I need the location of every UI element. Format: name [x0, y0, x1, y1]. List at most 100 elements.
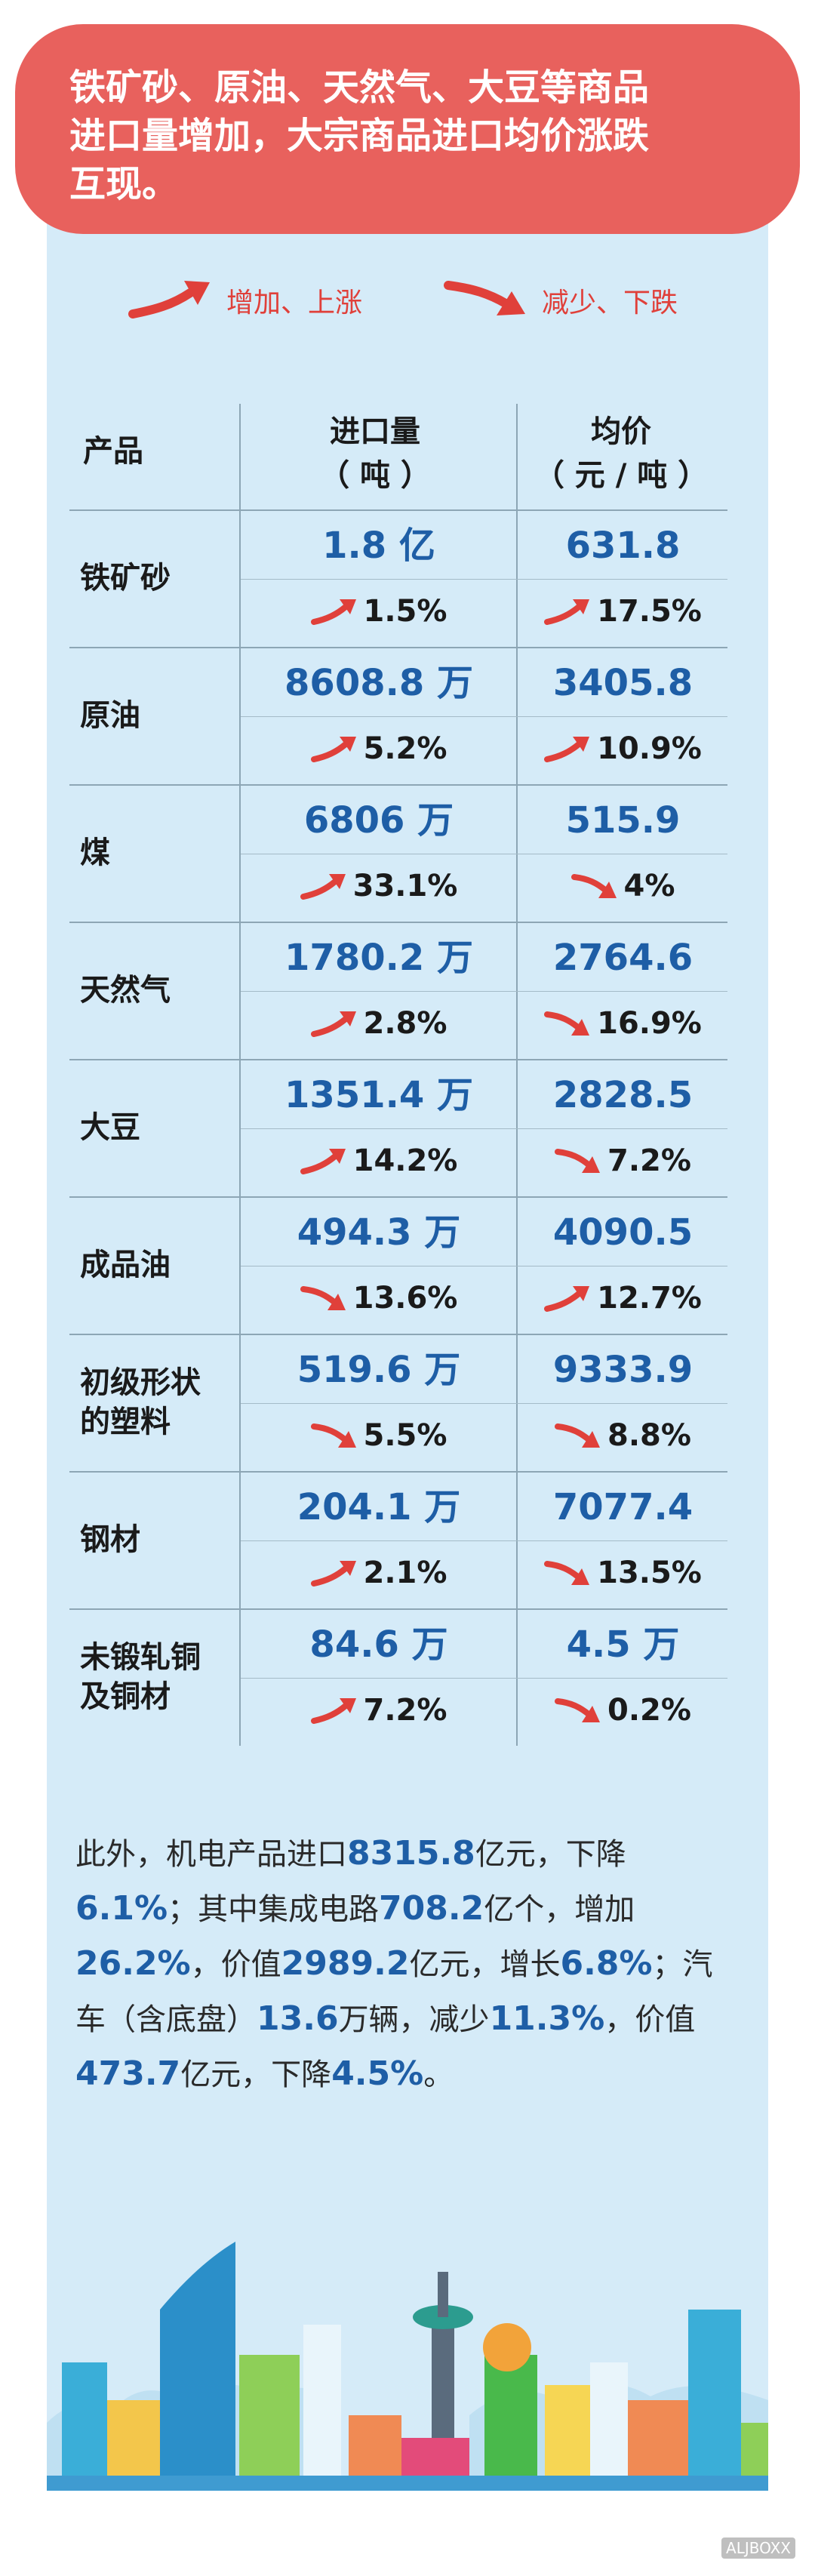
paragraph-text: ；汽车（含底盘）	[75, 1947, 713, 2037]
table-header: 产品 进口量 （ 吨 ） 均价 （ 元 / 吨 ）	[69, 404, 727, 509]
table-row: 大豆 1351.4 万 2828.5 14.2% 7.2%	[69, 1059, 727, 1196]
highlight-number: 8315.8	[347, 1834, 475, 1873]
paragraph-text: ，价值	[190, 1947, 281, 1982]
import-quantity: 519.6 万	[297, 1349, 461, 1391]
import-quantity: 1351.4 万	[284, 1074, 473, 1116]
col-header-price-title: 均价	[591, 414, 651, 449]
quantity-change: 1.5%	[239, 585, 518, 638]
col-header-quantity-unit: （ 吨 ）	[319, 458, 431, 493]
arrow-up-right-icon	[310, 1561, 356, 1587]
arrow-down-right-icon	[555, 1149, 601, 1173]
product-name: 铁矿砂	[80, 509, 171, 647]
grid-line	[241, 1540, 727, 1541]
paragraph-text: ，价值	[604, 2002, 696, 2037]
grid-line	[69, 1334, 727, 1335]
col-header-price-unit: （ 元 / 吨 ）	[534, 458, 709, 493]
price-change-value: 7.2%	[607, 1143, 691, 1178]
arrow-down-right-icon	[544, 1561, 590, 1585]
price-change: 10.9%	[518, 722, 727, 775]
price-change: 7.2%	[518, 1134, 727, 1187]
grid-line	[241, 1678, 727, 1679]
grid-line	[69, 922, 727, 923]
product-name: 成品油	[80, 1196, 171, 1334]
product-name: 未锻轧铜 及铜材	[80, 1608, 201, 1746]
highlight-number: 26.2%	[75, 1944, 191, 1983]
highlight-number: 13.6	[257, 1999, 339, 2038]
arrow-up-right-icon	[310, 1698, 356, 1724]
table-row: 成品油 494.3 万 4090.5 13.6% 12.7%	[69, 1196, 727, 1334]
arrow-up-right-icon	[544, 599, 590, 625]
price-change: 0.2%	[518, 1684, 727, 1737]
arrow-down-right-icon	[310, 1423, 356, 1448]
grid-line	[239, 404, 241, 1746]
product-name-line: 及铜材	[80, 1679, 171, 1714]
table-row: 钢材 204.1 万 7077.4 2.1% 13.5%	[69, 1471, 727, 1608]
price-change: 16.9%	[518, 997, 727, 1050]
quantity-change: 7.2%	[239, 1684, 518, 1737]
price-change-value: 4%	[623, 869, 675, 903]
arrow-down-right-icon	[544, 1011, 590, 1036]
highlight-number: 473.7	[75, 2054, 181, 2093]
price-change-value: 8.8%	[607, 1418, 691, 1453]
watermark: ALJBOXX	[721, 2538, 795, 2559]
arrow-up-right-icon	[310, 737, 356, 762]
grid-line	[241, 579, 727, 580]
paragraph-text: 。	[423, 2057, 454, 2092]
average-price: 9333.9	[552, 1349, 694, 1391]
import-quantity: 8608.8 万	[284, 662, 473, 704]
average-price: 2764.6	[552, 937, 694, 979]
product-name: 大豆	[80, 1059, 140, 1196]
price-change-value: 13.5%	[597, 1556, 702, 1590]
title-line: 进口量增加，大宗商品进口均价涨跌	[69, 115, 650, 157]
highlight-number: 2989.2	[281, 1944, 410, 1983]
title-line: 互现。	[69, 163, 179, 205]
import-quantity: 84.6 万	[309, 1623, 448, 1666]
grid-line	[241, 991, 727, 992]
product-name: 原油	[80, 647, 140, 784]
price-change: 8.8%	[518, 1409, 727, 1462]
highlight-number: 708.2	[379, 1889, 484, 1928]
grid-line	[69, 1196, 727, 1198]
product-name-line: 大豆	[80, 1110, 140, 1145]
price-change: 4%	[518, 860, 727, 913]
price-change-value: 16.9%	[597, 1006, 702, 1041]
grid-line	[241, 1403, 727, 1404]
paragraph-text: 此外，机电产品进口	[75, 1837, 347, 1872]
price-change-value: 10.9%	[597, 731, 702, 766]
paragraph-text: 亿元，下降	[475, 1837, 626, 1872]
price-change-value: 0.2%	[607, 1693, 691, 1728]
arrow-down-right-icon	[444, 281, 525, 315]
quantity-change-value: 14.2%	[352, 1143, 458, 1178]
product-name: 天然气	[80, 922, 171, 1059]
product-name-line: 煤	[80, 836, 110, 870]
arrow-up-right-icon	[310, 1011, 356, 1037]
quantity-change-value: 2.8%	[363, 1006, 447, 1041]
import-quantity: 1.8 亿	[322, 525, 435, 567]
legend-up-label: 增加、上涨	[226, 288, 363, 319]
product-name-line: 初级形状	[80, 1365, 201, 1400]
average-price: 2828.5	[552, 1074, 694, 1116]
quantity-change-value: 7.2%	[363, 1693, 447, 1728]
page-title: 铁矿砂、原油、天然气、大豆等商品 进口量增加，大宗商品进口均价涨跌 互现。	[69, 63, 771, 208]
average-price: 4090.5	[552, 1211, 694, 1254]
quantity-change-value: 1.5%	[363, 594, 447, 629]
grid-line	[516, 404, 518, 1746]
quantity-change-value: 5.2%	[363, 731, 447, 766]
quantity-change-value: 13.6%	[352, 1281, 458, 1316]
average-price: 631.8	[565, 525, 681, 567]
legend-down-label: 减少、下跌	[542, 288, 678, 319]
quantity-change: 5.2%	[239, 722, 518, 775]
grid-line	[69, 784, 727, 786]
quantity-change: 13.6%	[239, 1272, 518, 1325]
product-name-line: 钢材	[80, 1522, 140, 1557]
product-name: 煤	[80, 784, 110, 922]
arrow-up-right-icon	[300, 874, 346, 900]
average-price: 3405.8	[552, 662, 694, 704]
paragraph-text: 亿元，增长	[409, 1947, 561, 1982]
product-name-line: 铁矿砂	[80, 561, 171, 596]
product-name: 钢材	[80, 1471, 140, 1608]
grid-line	[69, 1059, 727, 1060]
col-header-price: 均价 （ 元 / 吨 ）	[515, 410, 727, 497]
highlight-number: 4.5%	[331, 2054, 424, 2093]
price-change: 12.7%	[518, 1272, 727, 1325]
